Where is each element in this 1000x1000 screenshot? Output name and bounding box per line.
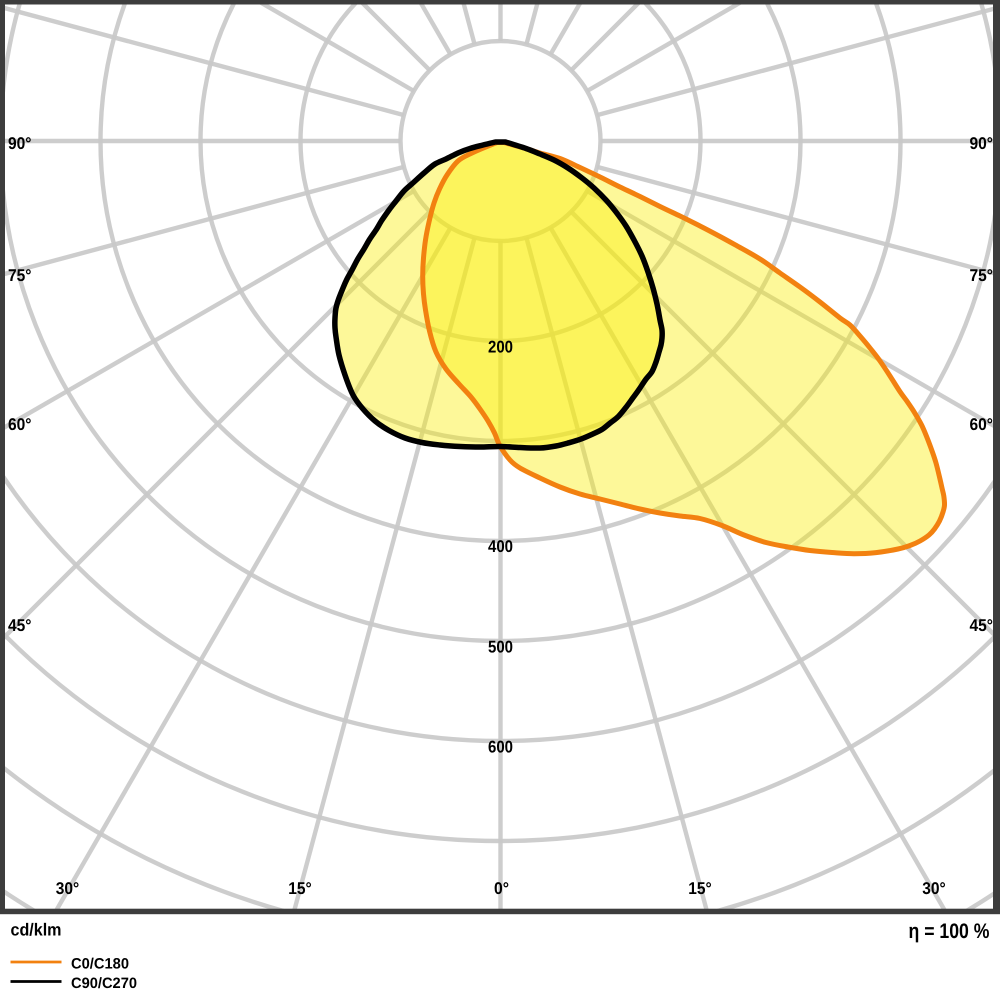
svg-text:15°: 15° bbox=[288, 879, 312, 898]
svg-text:500: 500 bbox=[488, 638, 513, 657]
svg-text:45°: 45° bbox=[970, 616, 994, 635]
svg-text:60°: 60° bbox=[970, 415, 994, 434]
svg-text:600: 600 bbox=[488, 738, 513, 757]
svg-text:200: 200 bbox=[488, 338, 513, 357]
svg-text:30°: 30° bbox=[922, 879, 946, 898]
svg-text:45°: 45° bbox=[8, 616, 32, 635]
svg-text:90°: 90° bbox=[8, 134, 32, 153]
svg-text:400: 400 bbox=[488, 537, 513, 556]
svg-text:C90/C270: C90/C270 bbox=[71, 975, 137, 992]
svg-text:C0/C180: C0/C180 bbox=[71, 956, 129, 973]
svg-text:cd/klm: cd/klm bbox=[11, 920, 62, 940]
svg-text:η = 100 %: η = 100 % bbox=[909, 920, 990, 943]
svg-text:0°: 0° bbox=[494, 879, 509, 898]
svg-text:75°: 75° bbox=[8, 266, 32, 285]
svg-text:75°: 75° bbox=[970, 266, 994, 285]
svg-text:60°: 60° bbox=[8, 415, 32, 434]
svg-text:15°: 15° bbox=[688, 879, 712, 898]
svg-text:30°: 30° bbox=[56, 879, 80, 898]
svg-text:90°: 90° bbox=[970, 134, 994, 153]
